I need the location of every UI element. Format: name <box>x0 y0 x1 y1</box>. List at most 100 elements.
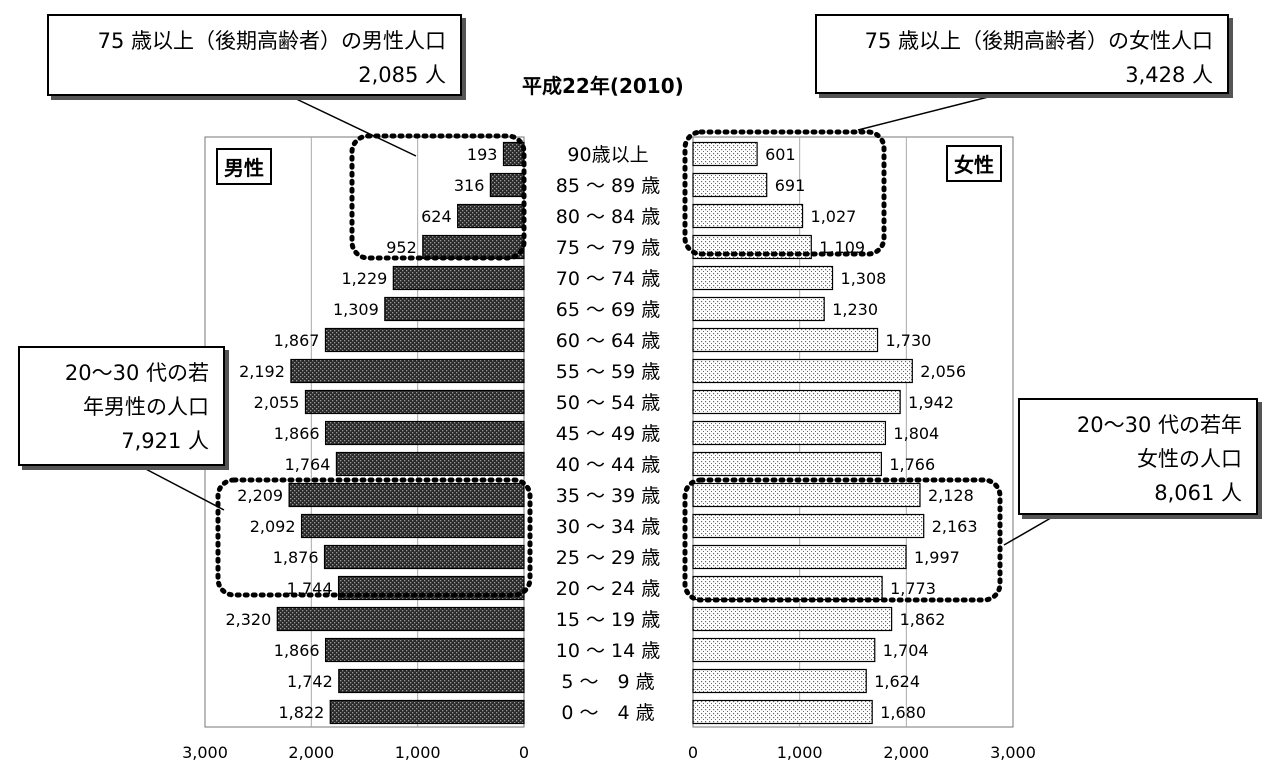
age-category-label: 45 ～ 49 歳 <box>556 423 660 445</box>
age-category-label: 65 ～ 69 歳 <box>556 299 660 321</box>
male-tick-label: 0 <box>519 743 529 762</box>
male-bar <box>323 544 525 570</box>
male-value-label: 1,867 <box>274 331 320 350</box>
age-category-label: 25 ～ 29 歳 <box>556 547 660 569</box>
male-bar <box>489 172 525 198</box>
age-category-label: 5 ～ 9 歳 <box>561 671 654 693</box>
age-category-label: 0 ～ 4 歳 <box>561 702 654 724</box>
age-category-label: 60 ～ 64 歳 <box>556 330 660 352</box>
male-bar <box>290 358 525 384</box>
female-tick-label: 3,000 <box>990 743 1036 762</box>
male-bar <box>335 451 525 477</box>
male-value-label: 2,055 <box>254 393 300 412</box>
age-category-label: 85 ～ 89 歳 <box>556 175 660 197</box>
female-bar <box>692 544 907 570</box>
male-bar <box>329 699 525 725</box>
male-value-label: 2,192 <box>239 362 285 381</box>
female-value-label: 1,704 <box>883 641 929 660</box>
female-value-label: 1,230 <box>832 300 878 319</box>
male-value-label: 316 <box>454 176 485 195</box>
male-value-label: 1,744 <box>287 579 333 598</box>
female-value-label: 1,730 <box>886 331 932 350</box>
male-bar <box>276 606 525 632</box>
female-young-callout-line3: 8,061 人 <box>1154 481 1242 505</box>
female-bar <box>692 296 825 322</box>
female-bar <box>692 389 901 415</box>
female-bar <box>692 482 921 508</box>
male-bar <box>457 203 525 229</box>
age-category-label: 40 ～ 44 歳 <box>556 454 660 476</box>
male-value-label: 1,309 <box>333 300 379 319</box>
male-value-label: 1,822 <box>278 703 324 722</box>
female-bar <box>692 513 925 539</box>
female-value-label: 601 <box>765 145 796 164</box>
age-category-label: 90歳以上 <box>567 144 648 166</box>
age-category-label: 70 ～ 74 歳 <box>556 268 660 290</box>
female-label: 女性 <box>946 145 1002 182</box>
age-category-label: 75 ～ 79 歳 <box>556 237 660 259</box>
male-value-label: 952 <box>386 238 417 257</box>
female-bar <box>692 141 758 167</box>
female-bar <box>692 265 834 291</box>
female-elderly-callout: 75 歳以上（後期高齢者）の女性人口 3,428 人 <box>815 14 1229 94</box>
female-tick-label: 1,000 <box>777 743 823 762</box>
female-value-label: 1,027 <box>811 207 857 226</box>
age-category-label: 10 ～ 14 歳 <box>556 640 660 662</box>
female-value-label: 1,773 <box>890 579 936 598</box>
male-value-label: 1,866 <box>274 641 320 660</box>
female-value-label: 1,680 <box>880 703 926 722</box>
female-value-label: 1,942 <box>908 393 954 412</box>
age-category-label: 50 ～ 54 歳 <box>556 392 660 414</box>
female-tick-label: 2,000 <box>883 743 929 762</box>
male-bar <box>324 420 525 446</box>
male-bar <box>324 637 525 663</box>
male-elderly-callout-line1: 75 歳以上（後期高齢者）の男性人口 <box>97 29 446 53</box>
female-value-label: 1,997 <box>914 548 960 567</box>
female-young-callout-line2: 女性の人口 <box>1137 447 1242 471</box>
female-value-label: 1,804 <box>893 424 939 443</box>
male-young-callout: 20～30 代の若 年男性の人口 7,921 人 <box>18 346 225 466</box>
female-value-label: 691 <box>775 176 806 195</box>
male-elderly-callout-line2: 2,085 人 <box>358 63 446 87</box>
male-value-label: 2,320 <box>225 610 271 629</box>
male-bar <box>324 327 525 353</box>
male-young-callout-line2: 年男性の人口 <box>83 395 209 419</box>
male-bar <box>300 513 525 539</box>
female-bar <box>692 358 913 384</box>
age-category-label: 80 ～ 84 歳 <box>556 206 660 228</box>
male-young-highlight <box>215 477 533 598</box>
female-elderly-highlight <box>682 129 887 257</box>
female-bar <box>692 699 873 725</box>
male-tick-label: 1,000 <box>395 743 441 762</box>
female-elderly-callout-line2: 3,428 人 <box>1125 63 1213 87</box>
male-value-label: 1,764 <box>285 455 331 474</box>
female-young-highlight <box>682 477 1003 603</box>
male-young-pointer <box>139 465 225 511</box>
female-value-label: 1,308 <box>841 269 887 288</box>
male-bar <box>338 668 525 694</box>
male-tick-label: 3,000 <box>182 743 228 762</box>
male-bar <box>502 141 525 167</box>
female-value-label: 1,624 <box>874 672 920 691</box>
female-value-label: 2,056 <box>920 362 966 381</box>
male-label: 男性 <box>216 148 272 185</box>
female-bar <box>692 606 893 632</box>
age-category-label: 55 ～ 59 歳 <box>556 361 660 383</box>
male-young-callout-line1: 20～30 代の若 <box>64 361 209 385</box>
female-bar <box>692 420 887 446</box>
female-value-label: 2,128 <box>928 486 974 505</box>
female-value-label: 2,163 <box>932 517 978 536</box>
female-bar <box>692 203 804 229</box>
female-value-label: 1,109 <box>819 238 865 257</box>
female-bar <box>692 172 768 198</box>
male-value-label: 1,876 <box>273 548 319 567</box>
age-category-label: 35 ～ 39 歳 <box>556 485 660 507</box>
female-bar <box>692 451 882 477</box>
female-value-label: 1,766 <box>889 455 935 474</box>
female-bar <box>692 575 883 601</box>
female-elderly-pointer <box>857 93 1001 131</box>
male-value-label: 2,209 <box>237 486 283 505</box>
female-bar <box>692 668 867 694</box>
male-bar <box>422 234 525 260</box>
